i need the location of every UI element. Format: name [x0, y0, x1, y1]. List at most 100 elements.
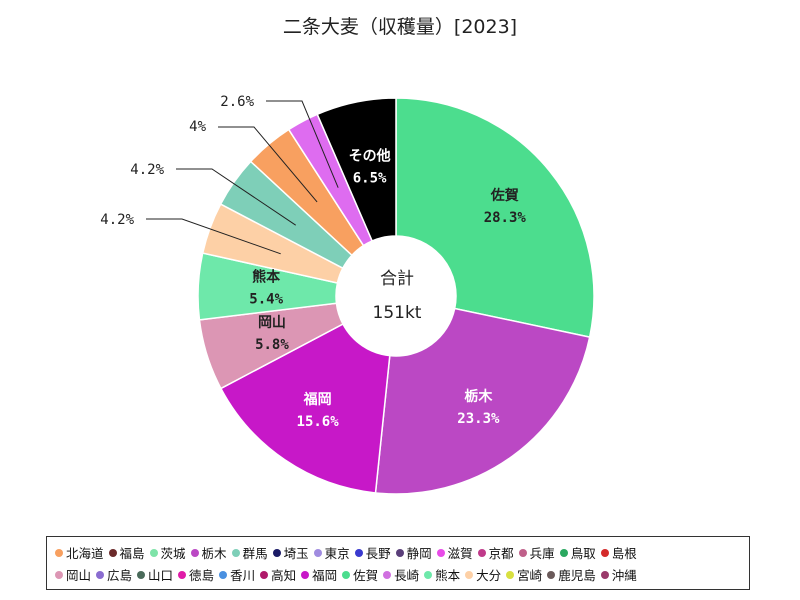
legend-item: 長野 [354, 543, 391, 562]
legend-swatch [108, 549, 117, 557]
legend-item: 福岡 [301, 565, 337, 584]
slice-percent-label: 23.3% [457, 411, 500, 427]
legend-item: 鹿児島 [547, 565, 596, 584]
leader-line [218, 126, 318, 203]
pie-slice-佐賀 [395, 97, 595, 338]
legend-swatch [137, 571, 146, 579]
legend-swatch [383, 571, 392, 579]
legend-item: 山口 [137, 565, 173, 584]
legend-swatch [313, 549, 322, 557]
legend-item: 宮崎 [506, 565, 542, 584]
slice-percent-label: 4% [189, 119, 206, 135]
leader-line [146, 218, 281, 255]
slice-percent-label: 6.5% [353, 171, 387, 187]
legend-label: 北海道 [66, 546, 104, 561]
legend-label: 茨城 [160, 546, 186, 561]
legend-swatch [436, 549, 445, 557]
legend-label: 福島 [119, 546, 145, 561]
legend-swatch [149, 549, 158, 557]
legend-swatch [547, 571, 556, 579]
legend-label: 福岡 [312, 568, 338, 583]
chart-title: 二条大麦（収穫量）[2023] [283, 16, 517, 38]
slice-name-label: その他 [349, 148, 391, 165]
legend-item: 佐賀 [342, 565, 378, 584]
slice-percent-label: 4.2% [130, 162, 164, 178]
center-title: 合計 [380, 269, 414, 289]
legend-swatch [190, 549, 199, 557]
legend-swatch [342, 571, 351, 579]
legend-label: 長崎 [394, 568, 420, 583]
legend-swatch [301, 571, 310, 579]
legend-item: 大分 [465, 565, 501, 584]
legend-swatch [506, 571, 515, 579]
legend-label: 岡山 [66, 568, 92, 583]
legend-item: 鳥取 [559, 543, 596, 562]
legend-item: 岡山 [55, 565, 91, 584]
legend-swatch [96, 571, 105, 579]
legend-swatch [518, 549, 527, 557]
slice-name-label: 佐賀 [490, 187, 519, 204]
legend-label: 埼玉 [283, 546, 309, 561]
slice-name-label: 栃木 [464, 388, 493, 405]
legend-swatch [260, 571, 269, 579]
legend-item: 埼玉 [272, 543, 309, 562]
legend-swatch [424, 571, 433, 579]
legend-swatch [395, 549, 404, 557]
legend-swatch [600, 549, 609, 557]
legend-swatch [559, 549, 568, 557]
slice-percent-label: 5.8% [255, 337, 289, 353]
slice-name-label: 岡山 [258, 315, 286, 331]
slice-percent-label: 4.2% [100, 212, 134, 228]
legend-item: 兵庫 [518, 543, 555, 562]
legend-item: 徳島 [178, 565, 214, 584]
legend-label: 兵庫 [529, 546, 555, 561]
legend-item: 高知 [260, 565, 296, 584]
legend-label: 佐賀 [353, 568, 379, 583]
legend-item: 福島 [108, 543, 145, 562]
legend-item: 京都 [477, 543, 514, 562]
legend-row: 北海道 福島 茨城 栃木 群馬 埼玉 東京 長野 静岡 滋賀 京都 兵庫 鳥取 島根 [55, 543, 642, 561]
legend-item: 長崎 [383, 565, 419, 584]
slice-name-label: 熊本 [252, 269, 281, 286]
legend-item: 沖縄 [600, 565, 637, 584]
legend-item: 広島 [96, 565, 132, 584]
slice-name-label: 福岡 [303, 391, 332, 408]
legend-item: 東京 [313, 543, 350, 562]
legend-label: 高知 [271, 568, 297, 583]
legend-item: 島根 [600, 543, 637, 562]
legend-label: 山口 [148, 568, 174, 583]
legend-swatch [231, 549, 240, 557]
legend-swatch [178, 571, 187, 579]
legend-item: 茨城 [149, 543, 186, 562]
legend-item: 香川 [219, 565, 255, 584]
legend-label: 栃木 [201, 546, 227, 561]
legend-swatch [55, 571, 63, 579]
legend-label: 滋賀 [447, 546, 473, 561]
slice-percent-label: 5.4% [249, 292, 283, 308]
legend-label: 長野 [365, 546, 391, 561]
legend-swatch [55, 549, 63, 557]
center-total: 151kt [373, 303, 422, 323]
legend-item: 滋賀 [436, 543, 473, 562]
legend-swatch [477, 549, 486, 557]
legend-label: 群馬 [242, 546, 268, 561]
legend-item: 静岡 [395, 543, 432, 562]
legend-label: 島根 [611, 546, 637, 561]
legend-label: 大分 [476, 568, 502, 583]
legend-item: 北海道 [55, 543, 104, 562]
legend-swatch [354, 549, 363, 557]
legend-swatch [272, 549, 281, 557]
legend-item: 群馬 [231, 543, 268, 562]
legend-label: 徳島 [189, 568, 215, 583]
legend-label: 鳥取 [570, 546, 596, 561]
slice-percent-label: 2.6% [220, 94, 254, 110]
slice-percent-label: 15.6% [297, 414, 340, 430]
leader-line [266, 100, 339, 188]
donut-hole [336, 236, 456, 356]
legend-label: 京都 [488, 546, 514, 561]
legend-label: 香川 [230, 568, 256, 583]
legend-swatch [465, 571, 474, 579]
slice-percent-label: 28.3% [484, 210, 527, 226]
legend-swatch [219, 571, 228, 579]
